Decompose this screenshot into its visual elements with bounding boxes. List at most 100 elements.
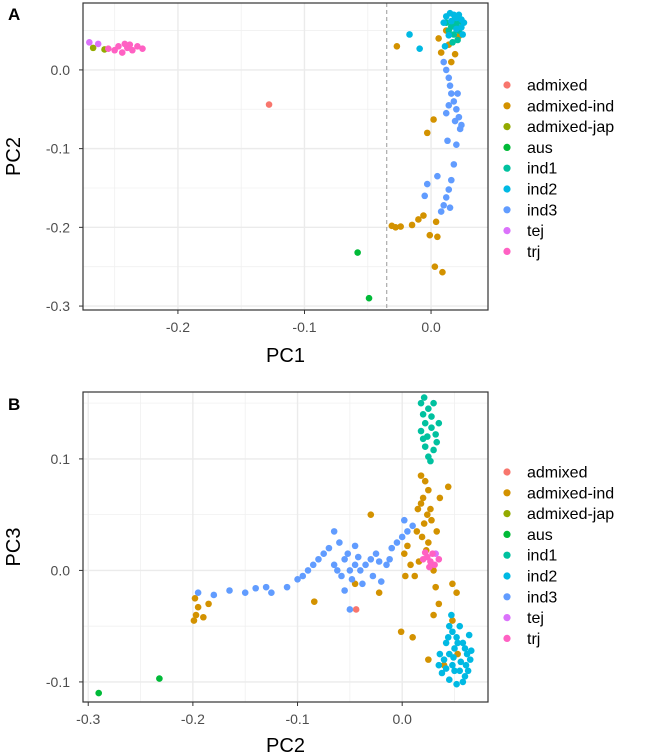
legend-key-admixed (503, 81, 511, 89)
point-admixed-ind (430, 611, 437, 619)
x-tick-label: -0.3 (76, 711, 100, 727)
point-admixed-ind (420, 520, 428, 527)
legend-key-trj (503, 247, 511, 255)
point-ind3 (445, 102, 453, 109)
point-ind2 (465, 631, 473, 639)
point-ind1 (419, 411, 427, 418)
point-ind3 (440, 202, 448, 209)
legend-label: ind2 (527, 569, 557, 586)
point-admixed-ind (310, 598, 318, 605)
point-admixed (265, 101, 273, 108)
point-ind1 (425, 405, 432, 413)
point-ind3 (320, 550, 327, 557)
legend-key-admixed-ind (503, 489, 511, 497)
point-admixed-ind (413, 528, 421, 535)
point-ind3 (445, 186, 453, 193)
point-ind3 (450, 98, 458, 105)
legend-label: admixed-ind (527, 485, 614, 502)
point-admixed-ind (420, 212, 427, 219)
point-ind3 (330, 561, 338, 569)
point-ind3 (336, 539, 343, 546)
legend-key-admixed-ind (503, 102, 511, 110)
point-ind2 (445, 622, 453, 630)
point-admixed-ind (415, 216, 422, 223)
legend-label: aus (527, 140, 553, 157)
legend-label: admixed (527, 78, 587, 95)
point-admixed-ind (397, 628, 405, 636)
point-ind2 (440, 19, 448, 26)
legend-label: ind1 (527, 548, 557, 565)
point-ind3 (454, 90, 461, 97)
point-ind2 (438, 669, 446, 677)
point-ind3 (351, 542, 359, 550)
x-tick-label: -0.2 (166, 319, 190, 335)
point-ind1 (430, 446, 437, 454)
x-tick-label: -0.2 (181, 711, 205, 727)
y-tick-label: 0.1 (51, 451, 71, 467)
point-admixed-ind (437, 49, 445, 56)
legend-label: ind3 (527, 589, 557, 606)
point-ind2 (442, 639, 450, 647)
point-ind1 (430, 399, 437, 407)
legend-key-tej (503, 227, 511, 235)
legend-label: aus (527, 527, 553, 544)
point-ind3 (338, 572, 345, 580)
point-ind2 (467, 647, 475, 655)
point-ind2 (435, 661, 443, 669)
panel-border (82, 2, 489, 311)
legend-label: ind2 (527, 182, 557, 199)
legend-key-aus (503, 530, 511, 539)
point-ind3 (434, 172, 441, 180)
point-admixed-ind (417, 500, 425, 507)
point-ind1 (428, 413, 435, 420)
point-admixed-ind (194, 603, 202, 611)
point-ind2 (445, 676, 453, 683)
point-ind3 (334, 567, 341, 574)
legend-key-admixed-jap (503, 123, 511, 131)
legend-label: trj (527, 244, 540, 261)
point-admixed-ind (408, 221, 416, 229)
point-ind3 (445, 74, 453, 82)
legend-label: tej (527, 223, 544, 240)
legend-key-ind1 (503, 164, 511, 172)
point-trj (118, 49, 126, 56)
point-admixed-ind (449, 580, 456, 588)
point-ind3 (442, 66, 450, 74)
point-ind2 (466, 656, 474, 663)
point-ind2 (444, 634, 452, 641)
point-ind3 (315, 555, 322, 563)
point-trj (134, 42, 141, 50)
point-ind3 (386, 555, 393, 563)
point-ind3 (252, 584, 259, 592)
panel-label: A (8, 5, 20, 24)
point-ind2 (456, 667, 464, 675)
panel-B: -0.3 -0.2 -0.1 0.00.10.0-0.1PC2PC3Badmixeda… (3, 391, 614, 756)
plot-background (83, 392, 488, 702)
point-admixed-ind (432, 218, 440, 226)
point-admixed-ind (419, 494, 427, 502)
point-ind2 (450, 654, 457, 661)
point-admixed-ind (427, 505, 434, 513)
point-trj (431, 561, 438, 569)
legend-key-aus (503, 143, 511, 151)
point-ind2 (459, 31, 466, 38)
point-trj (435, 555, 443, 563)
point-ind3 (398, 533, 406, 541)
y-tick-label: -0.1 (46, 141, 70, 157)
legend-key-ind1 (503, 551, 511, 559)
point-ind3 (440, 58, 448, 66)
point-ind3 (357, 567, 364, 574)
point-admixed-ind (428, 516, 435, 524)
point-ind1 (417, 427, 425, 435)
point-ind1 (450, 31, 458, 38)
point-ind2 (459, 678, 467, 686)
legend-label: ind3 (527, 202, 557, 219)
legend-label: admixed (527, 465, 587, 482)
point-trj (105, 45, 112, 52)
point-ind3 (437, 208, 445, 215)
point-ind3 (210, 591, 218, 599)
point-admixed-ind (444, 483, 452, 491)
point-ind2 (461, 645, 469, 652)
point-ind1 (454, 36, 461, 44)
point-ind3 (456, 125, 464, 133)
